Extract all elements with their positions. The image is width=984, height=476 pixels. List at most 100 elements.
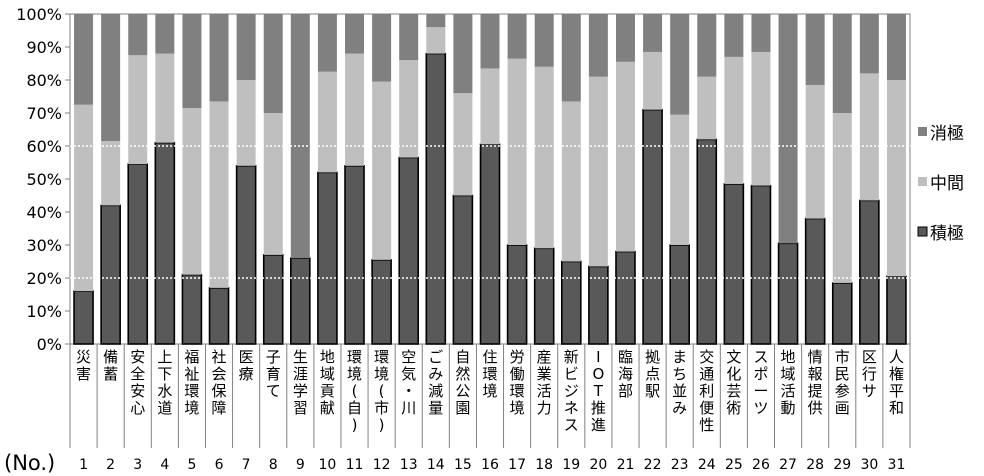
bar-segment-積極-15: [452, 194, 474, 345]
bar-segment-中間-16: [480, 68, 500, 145]
bar-segment-中間-17: [507, 58, 527, 245]
bar-segment-積極-4: [154, 141, 176, 345]
bar-segment-消極-5: [182, 14, 202, 109]
bar-segment-中間-8: [263, 113, 283, 255]
bar-segment-中間-24: [697, 76, 717, 140]
x-category-label: スポーツ: [753, 348, 768, 417]
bar-segment-積極-21: [615, 250, 636, 345]
x-category-label: 新ビジネス: [564, 348, 579, 434]
bar-segment-消極-3: [128, 14, 148, 56]
bar-segment-中間-22: [643, 51, 663, 110]
bar-segment-消極-14: [426, 14, 446, 28]
bar-segment-中間-14: [426, 27, 446, 54]
bar-segment-積極-2: [100, 204, 121, 345]
x-number-label: 7: [242, 457, 251, 473]
x-number-label: 16: [481, 457, 499, 473]
bar-segment-積極-3: [127, 163, 149, 345]
y-tick-label: 30%: [26, 236, 62, 255]
x-category-label: 社会保障: [212, 348, 227, 417]
x-category-label: 情報提供: [808, 348, 823, 417]
x-number-label: 15: [454, 457, 472, 473]
y-tick-label: 0%: [37, 335, 62, 354]
bar-segment-積極-13: [398, 156, 420, 345]
bar-segment-消極-23: [670, 14, 690, 115]
bar-segment-消極-15: [453, 14, 473, 94]
bar-segment-積極-30: [859, 199, 880, 345]
bar-segment-中間-21: [615, 61, 635, 252]
bar-segment-消極-13: [399, 14, 419, 61]
x-category-label: まち並み: [672, 348, 687, 417]
bar-segment-中間-19: [561, 101, 581, 262]
bar-segment-積極-11: [344, 165, 365, 345]
x-number-label: 13: [400, 457, 418, 473]
x-number-label: 18: [535, 457, 553, 473]
bar-segment-中間-25: [724, 56, 744, 184]
x-number-label: 30: [860, 457, 878, 473]
bar-segment-中間-5: [182, 108, 202, 275]
bar-segment-中間-2: [101, 141, 121, 206]
x-number-label: 6: [215, 457, 224, 473]
y-tick-label: 60%: [26, 137, 62, 156]
bar-segment-中間-7: [236, 80, 256, 166]
bar-segment-中間-15: [453, 93, 473, 196]
bar-segment-中間-13: [399, 60, 419, 158]
y-tick-label: 20%: [26, 269, 62, 288]
x-category-label: 住環境: [482, 348, 497, 400]
bar-segment-積極-12: [371, 259, 392, 345]
bar-segment-中間-11: [345, 53, 365, 166]
bar-segment-積極-18: [533, 247, 555, 345]
bar-segment-積極-28: [804, 217, 826, 345]
bar-segment-消極-7: [236, 14, 256, 80]
bar-segment-消極-18: [534, 14, 554, 67]
x-category-label: 労働環境: [510, 348, 525, 417]
x-category-label: 安全安心: [130, 348, 145, 417]
bar-segment-中間-23: [670, 114, 690, 246]
x-number-label: 5: [187, 457, 196, 473]
bar-segment-消極-26: [751, 14, 771, 52]
x-category-label: 産業活力: [537, 348, 552, 417]
bar-segment-中間-18: [534, 66, 554, 249]
x-number-label: 22: [644, 457, 662, 473]
x-category-label: 区行サ: [862, 348, 877, 400]
bar-segment-中間-6: [209, 101, 229, 288]
x-category-label: 人権平和: [889, 348, 904, 417]
bar-segment-消極-11: [345, 14, 365, 54]
x-axis-label: (No.): [4, 451, 55, 475]
x-number-label: 2: [106, 457, 115, 473]
bar-segment-中間-31: [886, 80, 906, 277]
bar-segment-消極-4: [155, 14, 175, 54]
bar-segment-消極-20: [588, 14, 608, 77]
legend-swatch-消極: [918, 127, 927, 136]
bar-segment-消極-30: [859, 14, 879, 74]
x-category-label: 災害: [76, 348, 91, 383]
bar-segment-消極-9: [290, 14, 310, 259]
x-number-label: 4: [160, 457, 169, 473]
bar-segment-積極-31: [886, 275, 907, 345]
bar-segment-消極-10: [317, 14, 337, 72]
bar-segment-消極-1: [74, 14, 94, 105]
x-number-label: 3: [133, 457, 142, 473]
y-tick-label: 50%: [26, 170, 62, 189]
legend-label-中間: 中間: [930, 174, 964, 194]
bar-segment-消極-25: [724, 14, 744, 57]
bar-segment-消極-16: [480, 14, 500, 69]
x-category-label: 文化芸術: [726, 348, 741, 417]
bar-segment-積極-7: [235, 165, 257, 345]
bar-segment-消極-2: [101, 14, 121, 142]
bar-segment-消極-29: [832, 14, 852, 113]
bar-segment-中間-12: [372, 81, 392, 260]
y-tick-label: 40%: [26, 203, 62, 222]
x-number-label: 10: [319, 457, 337, 473]
x-number-label: 28: [806, 457, 824, 473]
bar-segment-中間-10: [317, 71, 337, 173]
bar-segment-積極-26: [750, 184, 772, 345]
x-category-label: 医療: [239, 348, 254, 383]
x-category-label: 福祉環境: [184, 348, 199, 417]
bar-segment-消極-19: [561, 14, 581, 102]
x-number-label: 27: [779, 457, 797, 473]
x-number-label: 14: [427, 457, 445, 473]
x-category-label: 環境(市): [374, 348, 389, 434]
legend-swatch-中間: [918, 177, 927, 186]
bar-segment-積極-5: [181, 273, 203, 345]
y-tick-label: 10%: [26, 302, 62, 321]
